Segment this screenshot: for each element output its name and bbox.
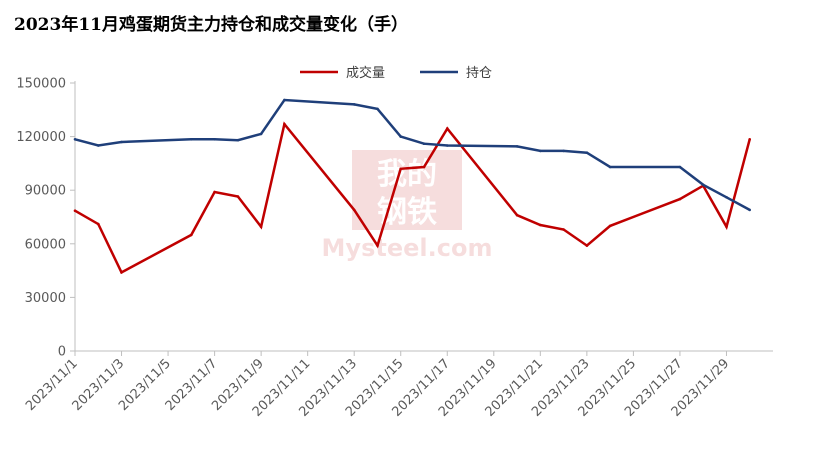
- data-point-volume: [725, 225, 728, 229]
- data-point-volume: [259, 225, 263, 229]
- series-line-open-interest: [74, 98, 751, 211]
- data-point-open-interest: [562, 149, 565, 153]
- data-point-open-interest: [97, 144, 100, 147]
- data-point-volume: [515, 213, 519, 217]
- legend-label-volume: 成交量: [346, 65, 385, 81]
- watermark-line-2: 钢铁: [377, 195, 437, 230]
- data-point-volume: [213, 190, 216, 194]
- data-point-volume: [236, 195, 240, 198]
- data-point-volume: [585, 244, 589, 247]
- mysteel-watermark: 我的 钢铁 Mysteel.com: [322, 150, 493, 262]
- data-point-volume: [283, 122, 286, 126]
- data-point-open-interest: [399, 135, 403, 138]
- data-point-volume: [190, 233, 193, 237]
- data-point-volume: [73, 209, 77, 212]
- data-point-open-interest: [678, 165, 682, 169]
- data-point-open-interest: [446, 144, 449, 147]
- data-point-open-interest: [748, 208, 751, 212]
- data-point-open-interest: [190, 138, 193, 141]
- data-point-open-interest: [701, 183, 705, 187]
- data-point-volume: [678, 197, 682, 201]
- chart-title: 2023年11月鸡蛋期货主力持仓和成交量变化（手）: [14, 15, 408, 35]
- data-point-volume: [608, 224, 612, 228]
- data-point-open-interest: [539, 149, 542, 153]
- data-point-open-interest: [73, 138, 77, 141]
- watermark-brand: Mysteel.com: [322, 234, 493, 262]
- data-point-volume: [748, 138, 751, 141]
- legend-label-open-interest: 持仓: [466, 66, 492, 81]
- data-point-volume: [376, 244, 379, 247]
- legend: 成交量 持仓: [300, 65, 492, 81]
- y-tick-label: 30000: [25, 291, 66, 306]
- series-line-volume: [74, 121, 751, 275]
- series-group: [73, 98, 751, 275]
- y-tick-label: 150000: [16, 77, 66, 92]
- data-point-open-interest: [585, 151, 589, 154]
- data-point-open-interest: [259, 132, 263, 136]
- data-point-volume: [352, 208, 356, 212]
- data-point-open-interest: [352, 103, 356, 106]
- data-point-open-interest: [213, 138, 216, 141]
- data-point-open-interest: [283, 98, 286, 102]
- data-point-volume: [399, 167, 403, 171]
- watermark-block: [352, 150, 462, 230]
- data-point-open-interest: [376, 107, 379, 111]
- y-tick-label: 60000: [25, 237, 66, 252]
- y-tick-label: 120000: [16, 130, 66, 145]
- data-point-volume: [446, 127, 449, 130]
- data-point-open-interest: [515, 145, 519, 148]
- data-point-volume: [539, 223, 542, 227]
- data-point-open-interest: [236, 138, 240, 142]
- data-point-open-interest: [608, 165, 612, 169]
- data-point-open-interest: [422, 142, 426, 145]
- y-tick-label: 0: [58, 345, 66, 360]
- data-point-open-interest: [120, 140, 123, 144]
- data-point-volume: [120, 271, 123, 274]
- y-tick-label: 90000: [25, 184, 66, 199]
- data-point-volume: [562, 228, 565, 231]
- data-point-open-interest: [725, 196, 728, 199]
- data-point-volume: [422, 165, 426, 169]
- data-point-volume: [97, 222, 100, 226]
